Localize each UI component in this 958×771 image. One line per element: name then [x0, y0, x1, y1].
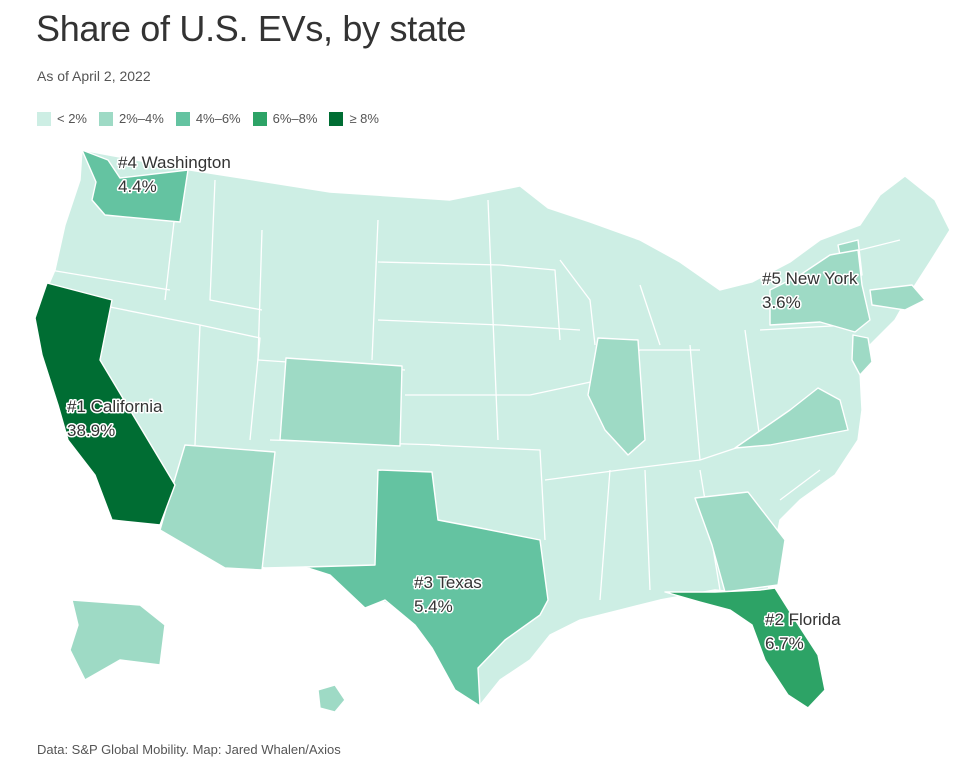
callout-texas-rank: #3 Texas — [414, 573, 482, 592]
legend-swatch — [99, 111, 113, 126]
callout-texas-value: 5.4% — [414, 597, 453, 616]
state-illinois — [587, 337, 646, 456]
state-california — [34, 282, 176, 526]
state-hawaii — [317, 684, 346, 713]
callout-washington-value: 4.4% — [118, 177, 157, 196]
chart-title: Share of U.S. EVs, by state — [36, 8, 467, 49]
callout-florida-value: 6.7% — [765, 634, 804, 653]
legend-label: 4%–6% — [195, 111, 241, 126]
legend-swatch — [175, 111, 190, 126]
source-credit: Data: S&P Global Mobility. Map: Jared Wh… — [37, 742, 341, 757]
state-new-york — [769, 249, 871, 333]
state-virginia — [734, 387, 849, 449]
legend-item-under-2: < 2% — [37, 111, 87, 126]
callout-new-york-rank: #5 New York — [762, 269, 858, 288]
callout-california-rank: #1 California — [67, 397, 163, 416]
state-massachusetts — [869, 284, 926, 311]
callout-florida-rank: #2 Florida — [765, 610, 841, 629]
state-alaska — [69, 599, 166, 681]
legend-swatch — [37, 111, 51, 126]
legend-swatch — [329, 111, 344, 126]
chart-subtitle: As of April 2, 2022 — [37, 68, 151, 84]
state-texas — [304, 469, 549, 707]
legend-label: 6%–8% — [272, 111, 318, 126]
legend-swatch — [252, 111, 267, 126]
callout-washington-rank: #4 Washington — [118, 153, 231, 172]
legend-label: ≥ 8% — [349, 111, 379, 126]
state-florida — [664, 587, 826, 709]
state-georgia — [694, 491, 786, 593]
callout-california-value: 38.9% — [67, 421, 115, 440]
state-colorado — [279, 357, 403, 447]
state-new-jersey — [851, 334, 873, 376]
legend-label: 2%–4% — [119, 111, 164, 126]
callout-new-york-value: 3.6% — [762, 293, 801, 312]
state-washington — [81, 149, 189, 223]
legend-item-4-6: 4%–6% — [175, 111, 241, 126]
legend-item-6-8: 6%–8% — [252, 111, 318, 126]
legend: < 2% 2%–4% 4%–6% 6%–8% ≥ 8% — [37, 111, 379, 126]
legend-item-8-plus: ≥ 8% — [329, 111, 379, 126]
legend-label: < 2% — [57, 111, 87, 126]
legend-item-2-4: 2%–4% — [99, 111, 164, 126]
